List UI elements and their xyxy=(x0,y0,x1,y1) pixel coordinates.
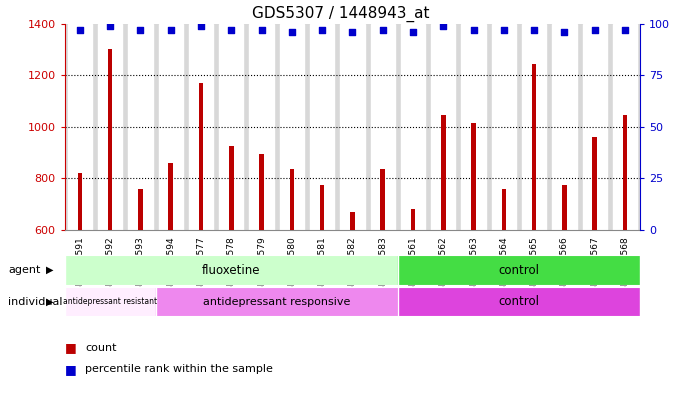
Bar xyxy=(280,24,304,230)
Point xyxy=(347,29,358,35)
Bar xyxy=(562,185,567,385)
Bar xyxy=(471,123,476,385)
Bar xyxy=(411,209,415,385)
Point xyxy=(438,22,449,29)
Bar xyxy=(502,189,506,385)
Bar xyxy=(340,24,364,230)
Point xyxy=(105,22,116,29)
Bar xyxy=(95,24,125,230)
Bar xyxy=(186,24,216,230)
Bar xyxy=(622,115,627,385)
Bar xyxy=(398,287,640,316)
Bar xyxy=(550,24,580,230)
Point xyxy=(195,22,206,29)
Bar xyxy=(552,24,577,230)
Point xyxy=(226,27,237,33)
Text: ▶: ▶ xyxy=(46,265,54,275)
Bar xyxy=(199,83,203,385)
Text: antidepressant responsive: antidepressant responsive xyxy=(203,297,351,307)
Bar xyxy=(401,24,425,230)
Point xyxy=(620,27,631,33)
Bar xyxy=(125,24,155,230)
Bar xyxy=(428,24,458,230)
Point xyxy=(317,27,328,33)
Point xyxy=(165,27,176,33)
Bar xyxy=(276,24,307,230)
Bar xyxy=(219,24,243,230)
Bar xyxy=(489,24,519,230)
Bar xyxy=(78,173,82,385)
Bar xyxy=(159,24,183,230)
Bar xyxy=(368,24,398,230)
Bar xyxy=(522,24,546,230)
Bar xyxy=(431,24,456,230)
Point xyxy=(589,27,600,33)
Bar xyxy=(458,24,489,230)
Bar xyxy=(307,24,337,230)
Point xyxy=(407,29,418,35)
Bar xyxy=(65,24,95,230)
Bar xyxy=(98,24,123,230)
Text: count: count xyxy=(85,343,116,353)
Bar xyxy=(65,255,398,285)
Point xyxy=(135,27,146,33)
Point xyxy=(256,27,267,33)
Bar xyxy=(138,189,143,385)
Bar xyxy=(216,24,247,230)
Text: ■: ■ xyxy=(65,363,76,376)
Text: GDS5307 / 1448943_at: GDS5307 / 1448943_at xyxy=(252,6,429,22)
Point xyxy=(498,27,509,33)
Point xyxy=(528,27,539,33)
Bar xyxy=(320,185,324,385)
Text: fluoxetine: fluoxetine xyxy=(202,264,261,277)
Bar xyxy=(398,255,640,285)
Bar xyxy=(155,287,398,316)
Text: control: control xyxy=(498,264,539,277)
Bar xyxy=(67,24,92,230)
Bar xyxy=(441,115,445,385)
Point xyxy=(377,27,388,33)
Point xyxy=(287,29,298,35)
Bar xyxy=(310,24,334,230)
Bar xyxy=(592,137,597,385)
Bar xyxy=(613,24,637,230)
Bar xyxy=(247,24,276,230)
Bar xyxy=(582,24,607,230)
Bar xyxy=(381,169,385,385)
Text: individual: individual xyxy=(8,297,63,307)
Bar xyxy=(519,24,550,230)
Bar xyxy=(350,212,355,385)
Point xyxy=(559,29,570,35)
Text: ▶: ▶ xyxy=(46,297,54,307)
Bar xyxy=(249,24,274,230)
Bar xyxy=(337,24,368,230)
Bar xyxy=(229,146,234,385)
Bar xyxy=(259,154,264,385)
Bar xyxy=(168,163,173,385)
Bar xyxy=(492,24,516,230)
Bar xyxy=(462,24,486,230)
Bar xyxy=(189,24,213,230)
Text: percentile rank within the sample: percentile rank within the sample xyxy=(85,364,273,375)
Point xyxy=(74,27,85,33)
Bar xyxy=(65,287,155,316)
Point xyxy=(468,27,479,33)
Bar xyxy=(108,50,112,385)
Text: control: control xyxy=(498,295,539,308)
Bar xyxy=(289,169,294,385)
Text: antidepressant resistant: antidepressant resistant xyxy=(63,297,157,306)
Bar xyxy=(370,24,395,230)
Bar xyxy=(532,64,537,385)
Text: agent: agent xyxy=(8,265,41,275)
Bar xyxy=(580,24,610,230)
Bar xyxy=(155,24,186,230)
Bar xyxy=(128,24,153,230)
Bar xyxy=(398,24,428,230)
Bar xyxy=(610,24,640,230)
Text: ■: ■ xyxy=(65,341,76,354)
